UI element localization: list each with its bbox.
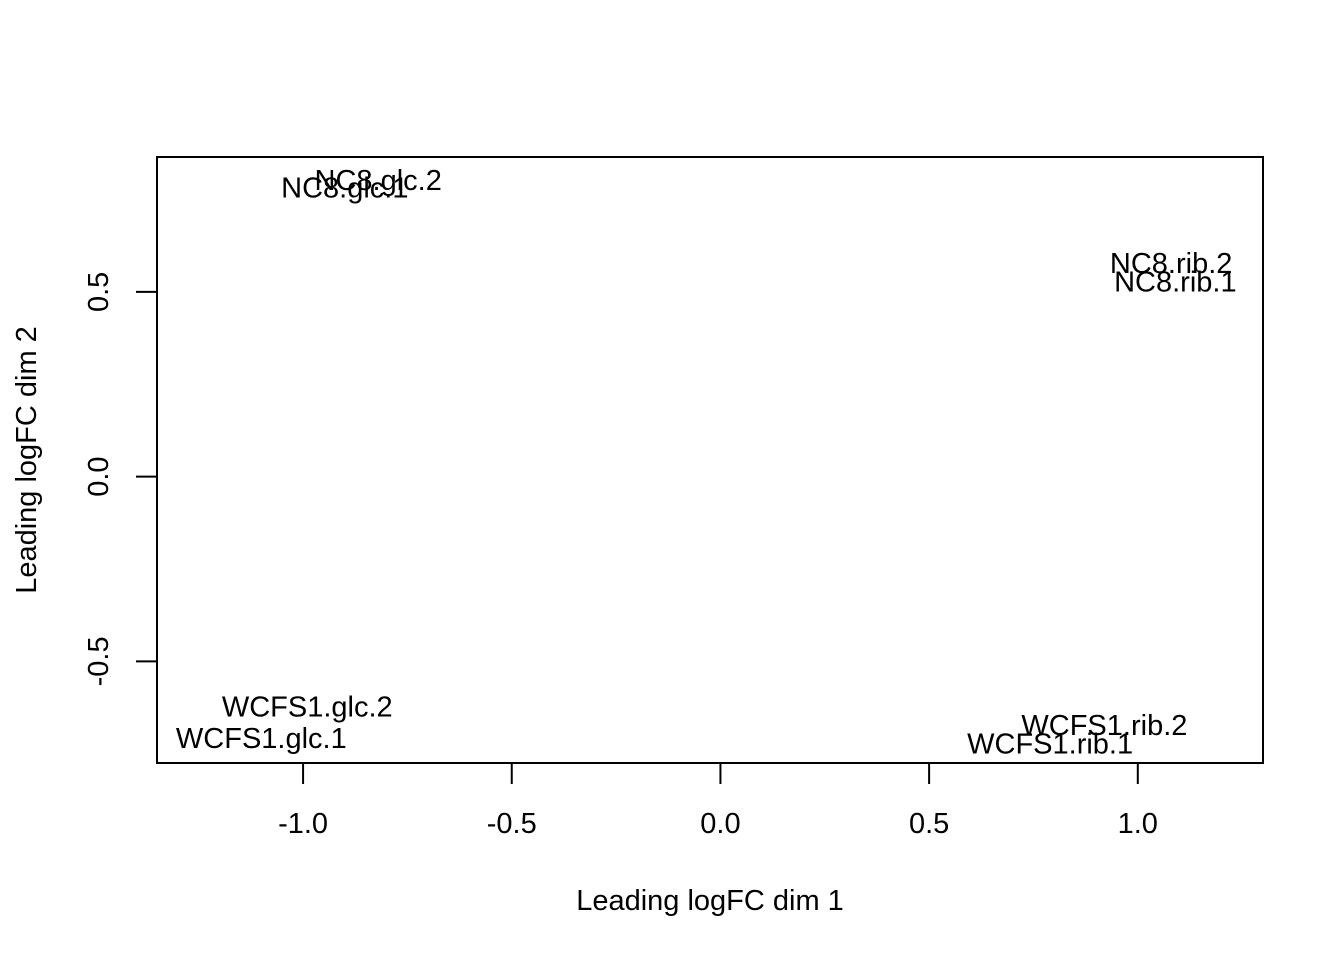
point-label: WCFS1.rib.2 [1021, 710, 1187, 742]
x-tick-label: 0.5 [909, 808, 949, 840]
point-label: WCFS1.glc.1 [176, 723, 347, 755]
x-tick-label: -1.0 [278, 808, 328, 840]
plot-box [156, 156, 1264, 764]
x-tick-label: 0.0 [700, 808, 740, 840]
y-tick-label: 0.0 [83, 456, 115, 496]
x-tick-label: -0.5 [487, 808, 537, 840]
y-axis-title: Leading logFC dim 2 [11, 326, 43, 594]
x-tick-label: 1.0 [1118, 808, 1158, 840]
x-axis-title: Leading logFC dim 1 [576, 885, 844, 917]
point-label: NC8.glc.1 [281, 172, 408, 204]
point-label: WCFS1.glc.2 [222, 692, 393, 724]
point-label: WCFS1.rib.1 [967, 729, 1133, 761]
point-label: NC8.rib.2 [1110, 248, 1233, 280]
y-tick-label: -0.5 [83, 636, 115, 686]
y-tick-label: 0.5 [83, 272, 115, 312]
y-axis: -0.5 0.0 0.5 [83, 272, 158, 686]
x-axis: -1.0 -0.5 0.0 0.5 1.0 [278, 762, 1158, 840]
point-label: NC8.rib.1 [1114, 267, 1237, 299]
point-label: NC8.glc.2 [315, 165, 442, 197]
